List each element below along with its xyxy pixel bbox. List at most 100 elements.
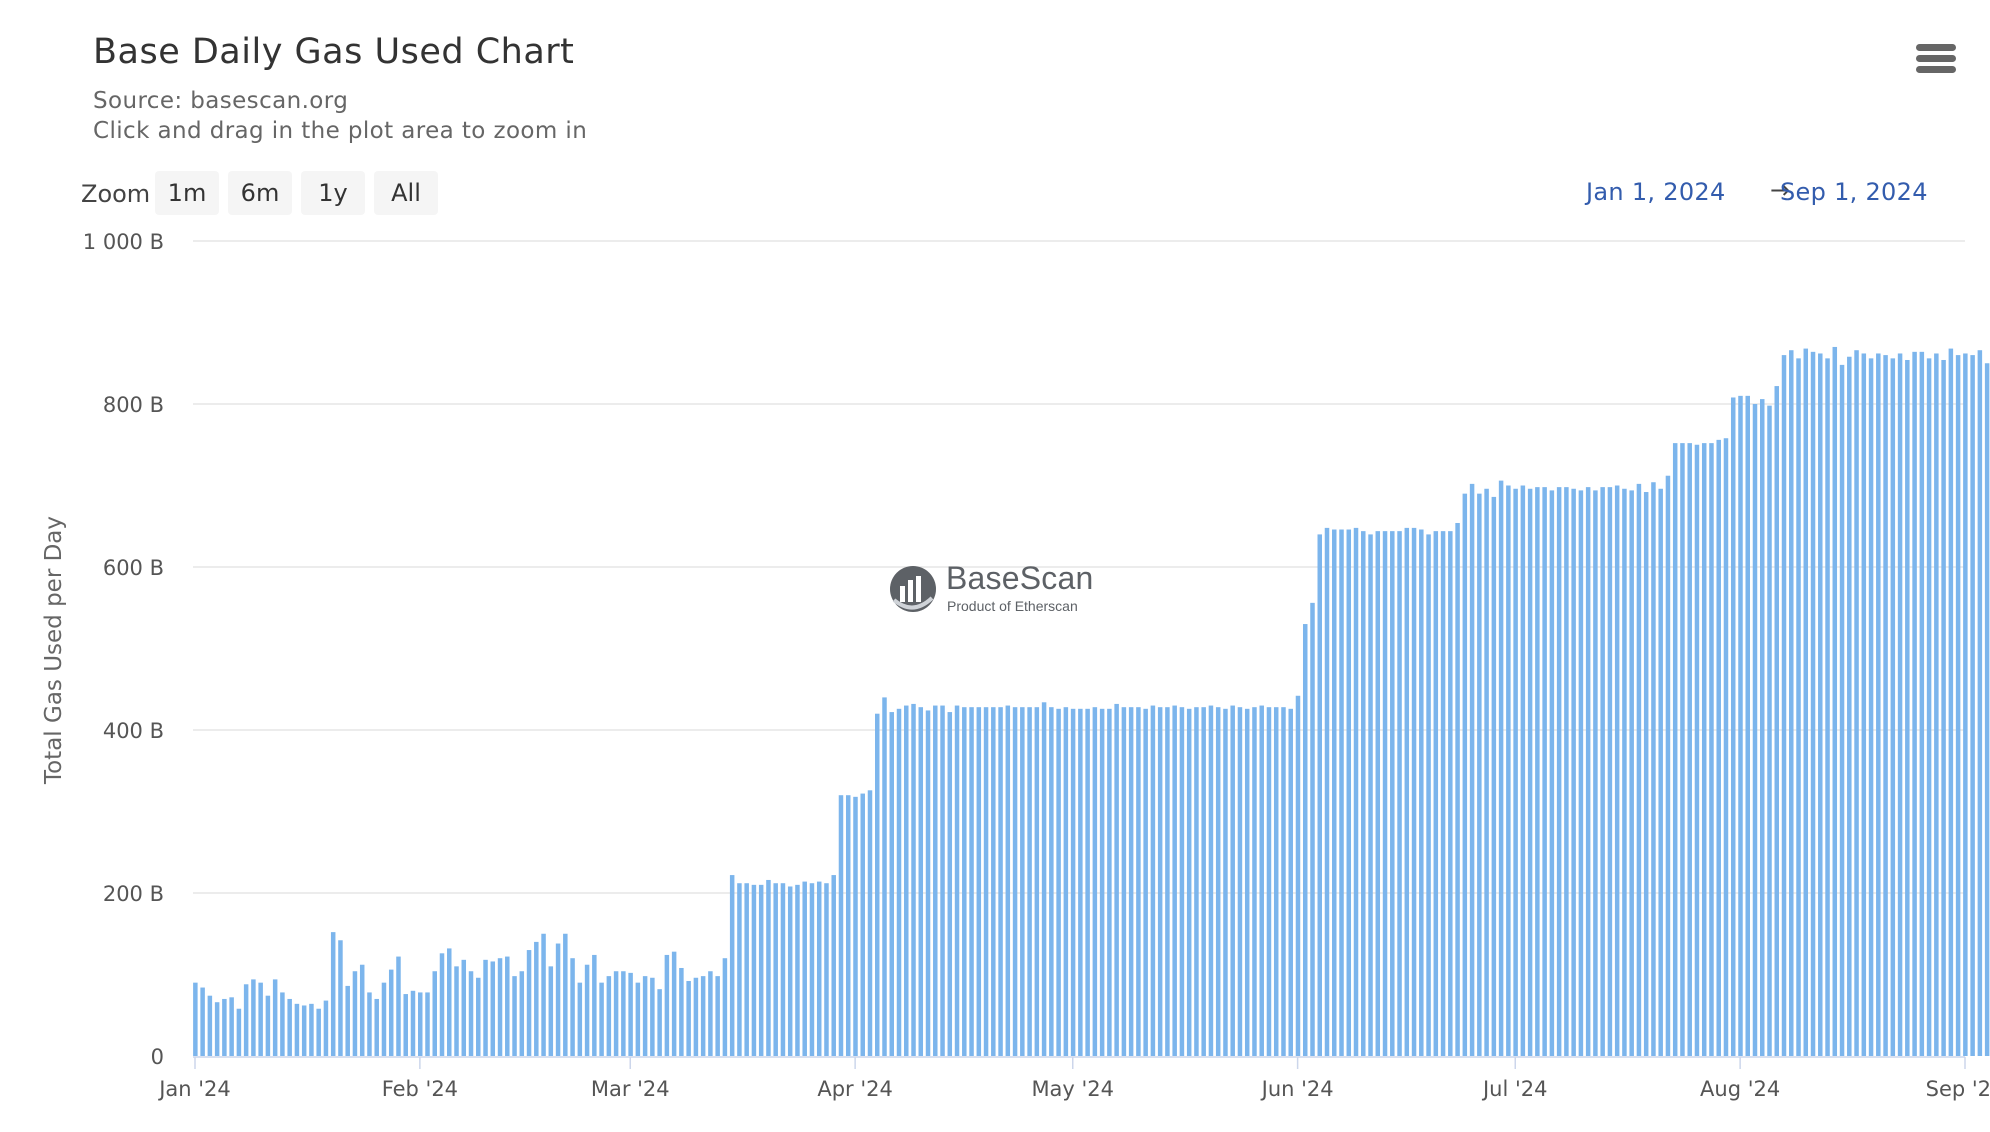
bar[interactable] [1665, 475, 1671, 1057]
bar[interactable] [1273, 707, 1279, 1056]
bar[interactable] [563, 933, 568, 1056]
bar[interactable] [1223, 708, 1228, 1056]
bar[interactable] [1150, 705, 1156, 1056]
bar[interactable] [1506, 485, 1511, 1057]
bar[interactable] [272, 979, 278, 1056]
bar[interactable] [432, 971, 438, 1056]
bar[interactable] [1041, 702, 1047, 1056]
bar[interactable] [1876, 353, 1881, 1057]
bar[interactable] [954, 705, 960, 1056]
bar[interactable] [664, 954, 670, 1056]
bar[interactable] [1680, 443, 1685, 1056]
bar[interactable] [744, 883, 749, 1056]
bar[interactable] [1585, 487, 1591, 1056]
bar[interactable] [1194, 707, 1199, 1056]
bar[interactable] [1034, 707, 1040, 1056]
bar[interactable] [1694, 444, 1700, 1056]
bar[interactable] [650, 977, 655, 1056]
bar[interactable] [251, 979, 256, 1056]
bar[interactable] [1136, 707, 1141, 1056]
bar[interactable] [1215, 707, 1221, 1056]
bar[interactable] [1477, 493, 1482, 1056]
bar[interactable] [853, 796, 858, 1056]
bar[interactable] [1905, 359, 1910, 1056]
bar[interactable] [1614, 485, 1620, 1057]
bar[interactable] [976, 707, 982, 1056]
bar[interactable] [1716, 439, 1721, 1056]
bar[interactable] [1244, 708, 1250, 1056]
bar[interactable] [1781, 355, 1787, 1057]
bar[interactable] [729, 875, 735, 1056]
bar[interactable] [831, 875, 836, 1056]
bar[interactable] [1433, 531, 1439, 1056]
bar[interactable] [1847, 356, 1852, 1057]
bar[interactable] [1099, 708, 1105, 1056]
bar[interactable] [1404, 527, 1410, 1056]
bar[interactable] [1760, 399, 1765, 1056]
bar[interactable] [1382, 531, 1388, 1056]
bar[interactable] [1926, 358, 1932, 1056]
zoom-6m-button[interactable]: 6m [228, 171, 292, 215]
bar[interactable] [1629, 490, 1634, 1056]
bar[interactable] [1179, 707, 1185, 1056]
bar[interactable] [352, 971, 358, 1056]
bar[interactable] [1832, 346, 1838, 1056]
bar[interactable] [454, 966, 459, 1056]
bar[interactable] [1738, 395, 1743, 1057]
bar[interactable] [1281, 707, 1286, 1056]
bar[interactable] [911, 703, 916, 1056]
bar[interactable] [1687, 443, 1692, 1056]
bar[interactable] [940, 705, 945, 1056]
bar[interactable] [555, 943, 561, 1056]
bar[interactable] [1513, 488, 1518, 1056]
bar[interactable] [1157, 707, 1163, 1056]
bar[interactable] [751, 884, 757, 1056]
bar[interactable] [1049, 707, 1054, 1056]
bar[interactable] [1861, 353, 1867, 1057]
bar[interactable] [780, 883, 786, 1056]
bar[interactable] [875, 713, 880, 1056]
bar[interactable] [1310, 602, 1315, 1056]
bar[interactable] [1462, 493, 1468, 1056]
bar[interactable] [1977, 350, 1983, 1057]
bar[interactable] [962, 707, 967, 1056]
bar[interactable] [1520, 485, 1526, 1057]
bar[interactable] [1448, 531, 1453, 1056]
bar[interactable] [265, 995, 271, 1056]
bar[interactable] [287, 998, 292, 1056]
bar[interactable] [1600, 487, 1605, 1056]
bar[interactable] [1890, 358, 1896, 1056]
bar[interactable] [1208, 705, 1214, 1056]
bar[interactable] [1056, 708, 1061, 1056]
bar[interactable] [657, 989, 662, 1056]
bar[interactable] [700, 976, 706, 1056]
bar[interactable] [461, 959, 467, 1056]
bar[interactable] [301, 1005, 307, 1056]
bar[interactable] [1839, 364, 1845, 1056]
bar[interactable] [693, 977, 699, 1056]
bar[interactable] [904, 705, 909, 1056]
bar[interactable] [1607, 487, 1613, 1056]
bar[interactable] [584, 964, 590, 1056]
bar[interactable] [505, 956, 510, 1056]
bar[interactable] [592, 954, 597, 1056]
bar[interactable] [816, 881, 822, 1056]
bar[interactable] [439, 953, 445, 1056]
bar[interactable] [795, 884, 800, 1056]
bar[interactable] [570, 958, 575, 1056]
bar[interactable] [476, 977, 481, 1056]
bar[interactable] [294, 1003, 300, 1056]
bar[interactable] [1709, 443, 1714, 1056]
bar[interactable] [1883, 355, 1888, 1057]
bar[interactable] [1455, 522, 1460, 1056]
bar[interactable] [1012, 707, 1018, 1056]
bar[interactable] [1774, 386, 1780, 1056]
bar[interactable] [1361, 531, 1366, 1056]
bar[interactable] [969, 707, 974, 1056]
bar[interactable] [1672, 443, 1678, 1056]
bar[interactable] [229, 997, 234, 1056]
bar[interactable] [606, 976, 612, 1056]
bar[interactable] [1419, 529, 1424, 1056]
bar[interactable] [309, 1003, 314, 1056]
bar[interactable] [686, 981, 691, 1056]
